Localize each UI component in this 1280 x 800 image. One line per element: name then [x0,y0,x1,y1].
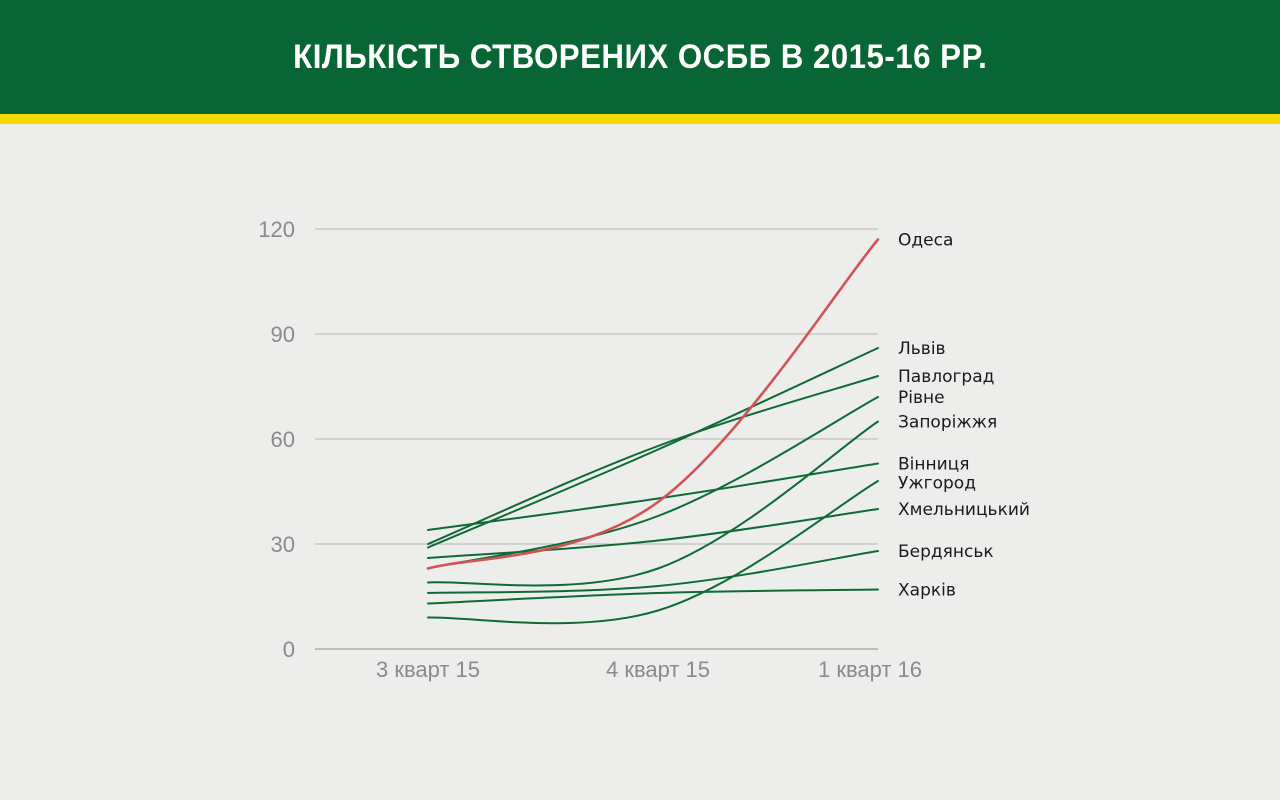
y-axis-ticks: 0 30 60 90 120 [258,217,295,662]
x-tick-label: 4 кварт 15 [606,657,710,682]
series-line [427,375,879,545]
series-end-label: Вінниця [898,455,969,475]
series-line [427,347,879,549]
series-end-label: Львів [898,339,946,359]
series-line [427,588,879,605]
series-line [427,462,879,531]
y-tick-label: 120 [258,217,295,242]
series-end-label: Бердянськ [898,542,994,562]
x-tick-label: 1 кварт 16 [818,657,922,682]
y-tick-label: 0 [283,637,295,662]
series-end-label: Харків [898,581,956,601]
x-axis-ticks: 3 кварт 15 4 кварт 15 1 кварт 16 [376,657,922,682]
page-title: КІЛЬКІСТЬ СТВОРЕНИХ ОСББ В 2015-16 РР. [292,37,988,76]
y-tick-label: 90 [271,322,295,347]
series-line [427,480,879,625]
series-end-label: Ужгород [898,474,976,494]
series-end-label: Одеса [898,231,953,251]
series-end-label: Павлоград [898,367,994,387]
series-line [426,238,880,570]
y-tick-label: 60 [271,427,295,452]
series-end-label: Рівне [898,388,945,408]
series-line [427,550,879,594]
header-bar: КІЛЬКІСТЬ СТВОРЕНИХ ОСББ В 2015-16 РР. [0,0,1280,114]
y-tick-label: 30 [271,532,295,557]
series-line [427,508,879,559]
series-line [427,396,879,570]
series-line [427,420,879,587]
series-end-label: Запоріжжя [898,413,997,433]
gridlines [315,228,878,650]
series-end-label: Хмельницький [898,500,1030,520]
accent-stripe [0,114,1280,124]
series-lines [426,238,880,625]
x-tick-label: 3 кварт 15 [376,657,480,682]
